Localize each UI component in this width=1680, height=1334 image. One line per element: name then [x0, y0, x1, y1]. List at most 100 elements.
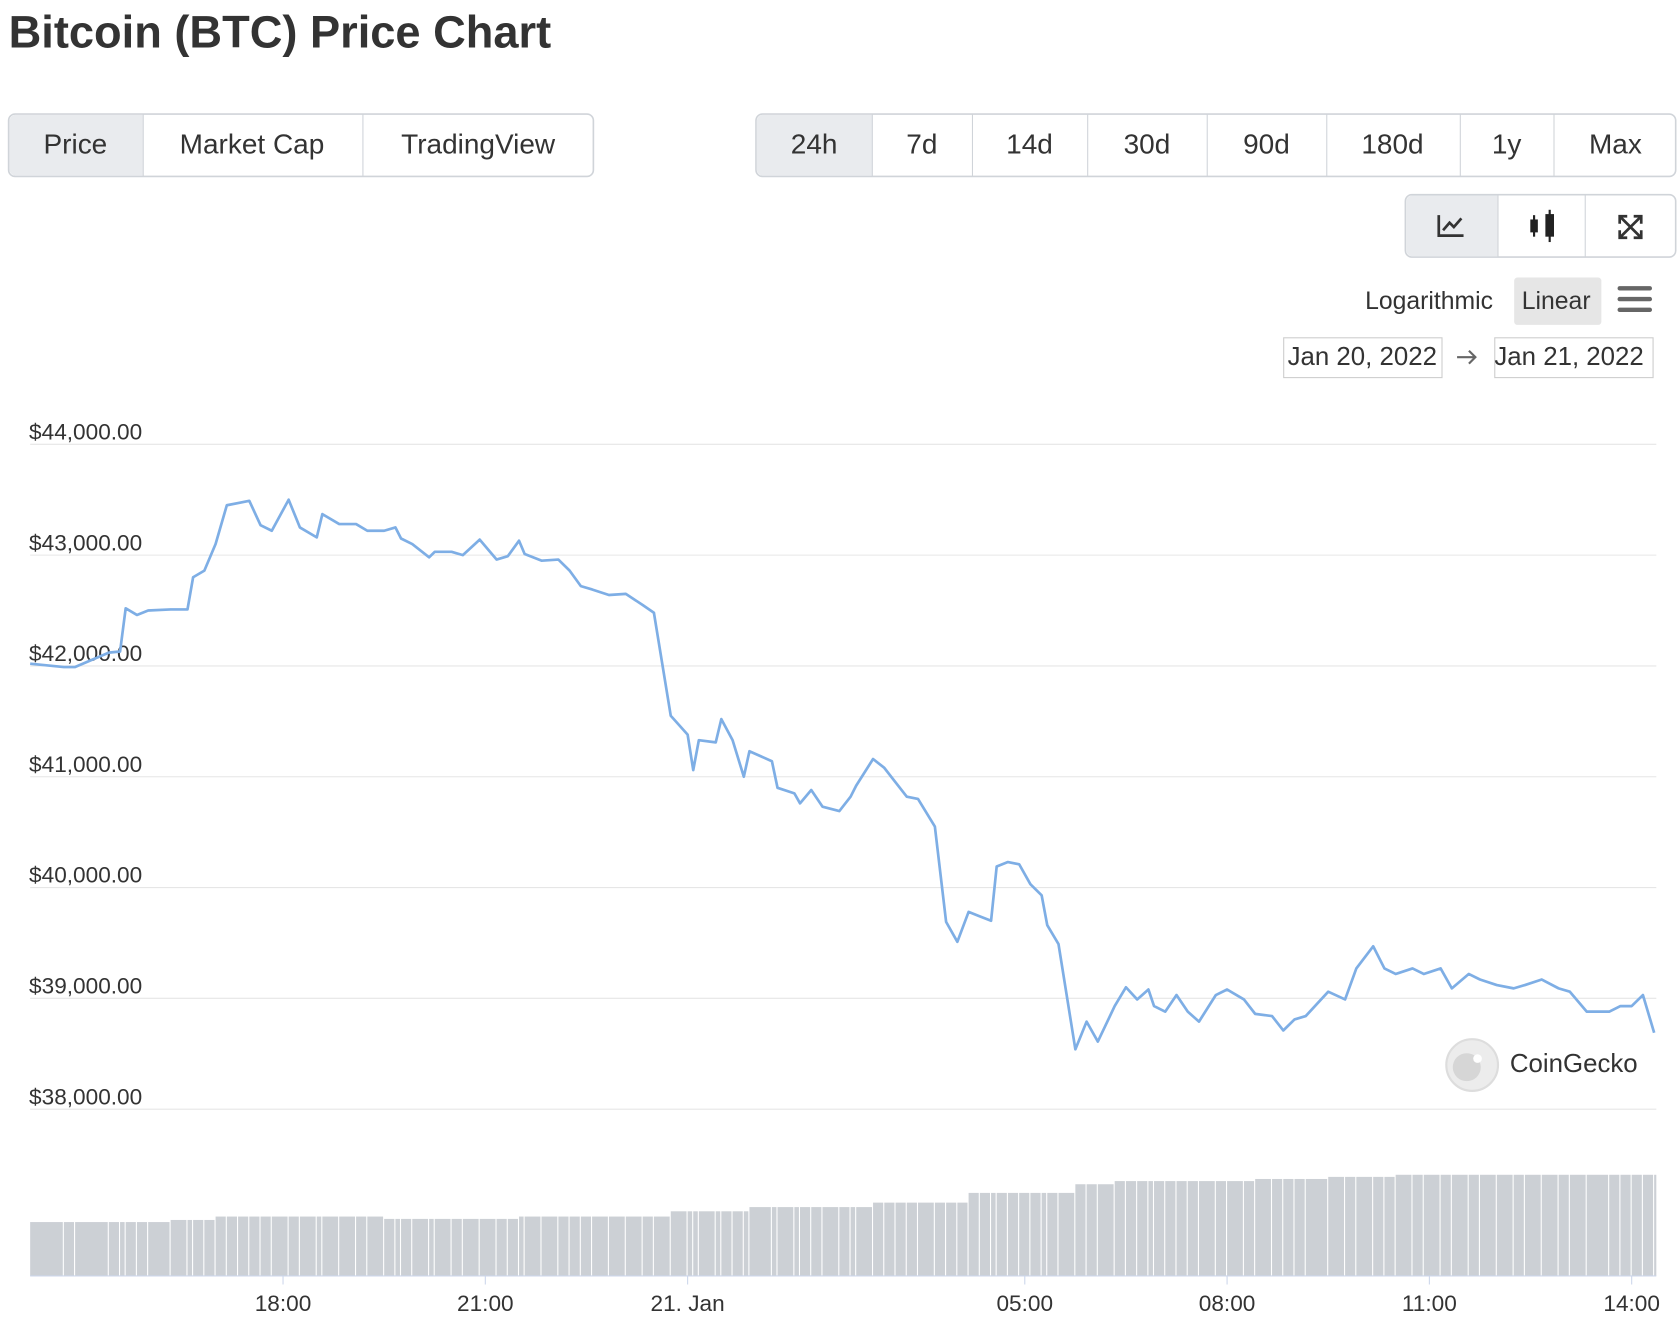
y-tick-label: $43,000.00: [29, 530, 142, 555]
volume-bar: [569, 1216, 580, 1276]
volume-bar: [1007, 1192, 1019, 1276]
volume-bar: [822, 1207, 839, 1276]
date-input[interactable]: [1283, 337, 1443, 379]
range-group: 24h 7d 14d 30d 90d 180d 1y Max: [755, 113, 1677, 178]
volume-bar: [1654, 1174, 1657, 1276]
volume-bar: [429, 1218, 434, 1276]
tab-frame: [7, 113, 595, 178]
volume-bar: [1272, 1178, 1283, 1276]
volume-bar: [395, 1218, 400, 1276]
volume-bar: [108, 1222, 119, 1276]
volume-bar: [1305, 1178, 1328, 1276]
range-button[interactable]: 7d: [906, 129, 937, 160]
volume-bar: [1440, 1174, 1451, 1276]
volume-bar: [120, 1222, 125, 1276]
volume-bar: [339, 1216, 356, 1276]
volume-bar: [771, 1207, 777, 1276]
volume-bar: [1328, 1176, 1345, 1276]
x-tick-label: 08:00: [1199, 1291, 1256, 1316]
x-tick-label: 21. Jan: [651, 1291, 725, 1316]
volume-bar: [592, 1216, 608, 1276]
range-button[interactable]: 90d: [1243, 129, 1290, 160]
volume-bar: [496, 1218, 507, 1276]
volume-bar: [462, 1218, 479, 1276]
volume-bar: [1215, 1181, 1227, 1276]
y-tick-label: $41,000.00: [29, 752, 142, 777]
volume-bar: [693, 1211, 698, 1276]
tab-button[interactable]: TradingView: [401, 129, 556, 160]
watermark-text: CoinGecko: [1510, 1050, 1638, 1078]
volume-bar: [299, 1216, 316, 1276]
volume-bar: [906, 1202, 917, 1276]
range-button[interactable]: 24h: [791, 129, 838, 160]
volume-bar: [721, 1211, 732, 1276]
volume-bar: [1558, 1174, 1569, 1276]
volume-bar: [1165, 1181, 1176, 1276]
volume-bar: [367, 1216, 384, 1276]
volume-bar: [271, 1216, 288, 1276]
volume-bar: [524, 1216, 541, 1276]
volume-bar: [1451, 1174, 1468, 1276]
x-tick-label: 05:00: [996, 1291, 1053, 1316]
volume-bar: [957, 1202, 968, 1276]
volume-bar: [412, 1218, 429, 1276]
range-button[interactable]: Max: [1589, 129, 1642, 160]
price-line: [30, 498, 1656, 1051]
range-button[interactable]: 1y: [1492, 129, 1522, 160]
volume-bar: [1609, 1174, 1620, 1276]
volume-bar: [1255, 1178, 1271, 1276]
watermark: CoinGecko: [1445, 1038, 1638, 1092]
volume-bar: [946, 1202, 957, 1276]
x-tick-label: 18:00: [255, 1291, 312, 1316]
volume-bar: [1513, 1174, 1524, 1276]
volume-bar: [625, 1216, 642, 1276]
volume-bar: [434, 1218, 451, 1276]
volume-bar: [1283, 1178, 1294, 1276]
volume-bar: [356, 1216, 367, 1276]
volume-bar: [670, 1211, 687, 1276]
volume-bar: [30, 1222, 63, 1276]
volume-bar: [895, 1202, 906, 1276]
range-button[interactable]: 14d: [1006, 129, 1053, 160]
range-frame: [755, 113, 1677, 178]
range-button[interactable]: 30d: [1124, 129, 1171, 160]
volume-bar: [1097, 1184, 1114, 1276]
menu-icon[interactable]: [1617, 286, 1652, 312]
volume-bar: [732, 1211, 743, 1276]
volume-bar: [918, 1202, 934, 1276]
volume-bar: [125, 1222, 136, 1276]
volume-bar: [979, 1192, 990, 1276]
volume-bar: [226, 1216, 237, 1276]
volume-bar: [479, 1218, 496, 1276]
volume-bar: [884, 1202, 895, 1276]
volume-bar: [1294, 1178, 1305, 1276]
fullscreen-icon[interactable]: [1618, 214, 1643, 240]
volume-bar: [743, 1211, 749, 1276]
candlestick-icon[interactable]: [1530, 209, 1554, 243]
x-tick-label: 11:00: [1402, 1291, 1457, 1316]
tab-group: Price Market Cap TradingView: [7, 113, 595, 178]
volume-bar: [1541, 1174, 1558, 1276]
volume-bar: [136, 1222, 148, 1276]
date-input[interactable]: [1494, 337, 1654, 379]
volume-bar: [187, 1219, 193, 1276]
volume-bar: [1047, 1192, 1058, 1276]
scale-option[interactable]: Linear: [1522, 288, 1591, 315]
volume-bar: [794, 1207, 799, 1276]
volume-bar: [642, 1216, 653, 1276]
volume-bar: [1198, 1181, 1215, 1276]
volume-bar: [608, 1216, 625, 1276]
tab-button[interactable]: Price: [44, 129, 108, 160]
arrow-icon: [1457, 349, 1477, 365]
line-chart-icon[interactable]: [1437, 215, 1464, 237]
range-button[interactable]: 180d: [1361, 129, 1423, 160]
volume-bar: [507, 1218, 518, 1276]
volume-bar: [698, 1211, 715, 1276]
volume-bar: [687, 1211, 693, 1276]
volume-bar: [519, 1216, 524, 1276]
scale-option[interactable]: Logarithmic: [1365, 288, 1493, 315]
volume-bar: [288, 1216, 299, 1276]
tab-button[interactable]: Market Cap: [180, 129, 325, 160]
